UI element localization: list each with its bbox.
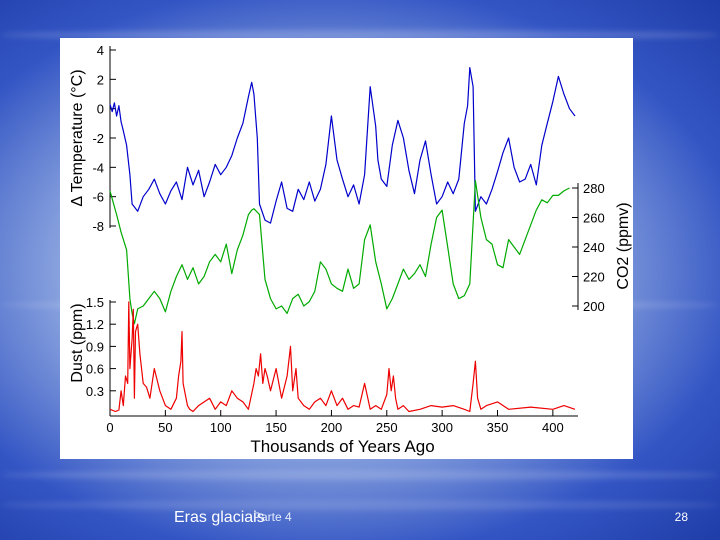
co2-tick-label: 240 [583,240,605,255]
x-tick-label: 200 [321,420,343,435]
footer-subtitle: Parte 4 [253,510,292,524]
co2-axis-label: CO2 (ppmv) [615,202,632,289]
temperature-tick-label: 2 [97,72,104,87]
temperature-tick-label: -2 [92,131,104,146]
temperature-tick-label: -4 [92,160,104,175]
climate-chart: 4 2 0 -2 -4 -6 -8 280 260 240 220 200 1.5 1.2 0.9 0.6 0.… [69,43,632,456]
co2-tick-label: 220 [583,270,605,285]
temperature-tick-label: -8 [92,219,104,234]
co2-tick-label: 280 [583,181,605,196]
co2-series-line [109,180,570,325]
dust-tick-label: 1.2 [86,317,104,332]
dust-tick-label: 0.9 [86,339,104,354]
temperature-series-line [109,67,576,224]
dust-series-line [109,301,576,413]
dust-tick-label: 0.6 [86,362,104,377]
temperature-tick-label: 4 [97,43,104,58]
co2-tick-label: 200 [583,299,605,314]
chart-panel: 4 2 0 -2 -4 -6 -8 280 260 240 220 200 1.5 1.2 0.9 0.6 0.… [60,38,633,459]
slide-number: 28 [674,510,688,524]
dust-axis-label: Dust (ppm) [69,303,86,382]
co2-tick-label: 260 [583,211,605,226]
temperature-tick-label: 0 [97,102,104,117]
x-axis-label: Thousands of Years Ago [250,437,434,456]
x-tick-label: 350 [487,420,509,435]
x-tick-label: 250 [376,420,398,435]
x-tick-label: 150 [265,420,287,435]
x-tick-label: 0 [106,420,113,435]
x-tick-label: 50 [158,420,172,435]
x-tick-label: 400 [542,420,564,435]
x-tick-label: 300 [431,420,453,435]
temperature-tick-label: -6 [92,190,104,205]
temperature-axis-label: Δ Temperature (°C) [69,69,86,206]
footer-title: Eras glaciais [174,509,265,526]
dust-tick-label: 1.5 [86,295,104,310]
dust-tick-label: 0.3 [86,384,104,399]
x-tick-label: 100 [210,420,232,435]
